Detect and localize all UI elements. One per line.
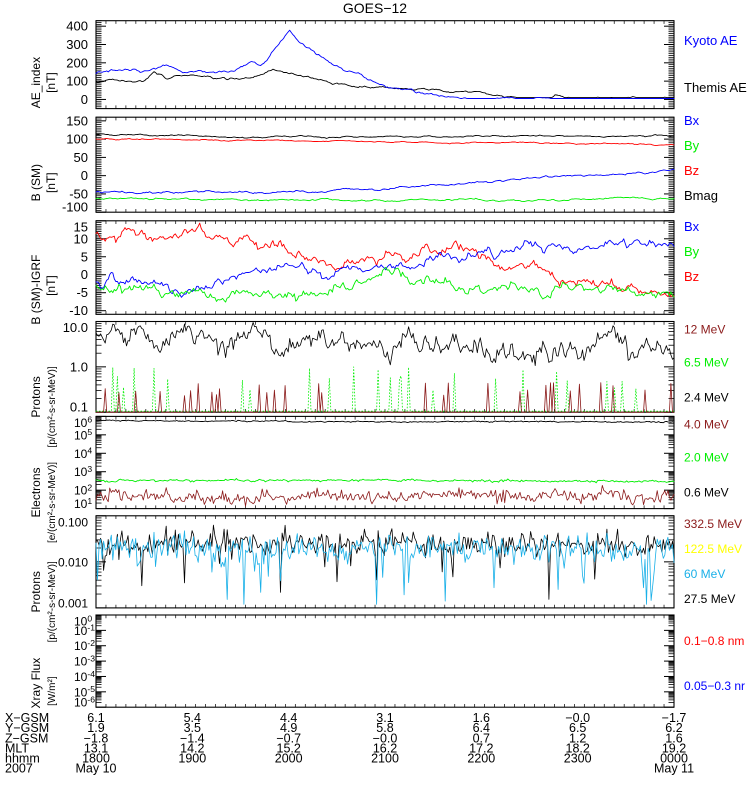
- svg-text:4.0 MeV: 4.0 MeV: [684, 417, 729, 431]
- svg-text:0.010: 0.010: [58, 555, 88, 569]
- svg-text:[e/(cm²-s-sr-MeV)]: [e/(cm²-s-sr-MeV)]: [47, 462, 58, 543]
- svg-text:Kyoto AE: Kyoto AE: [684, 33, 738, 48]
- svg-text:AE_index: AE_index: [29, 57, 43, 108]
- svg-text:200: 200: [66, 55, 88, 70]
- svg-text:[p/(cm²-s-sr-MeV)]: [p/(cm²-s-sr-MeV)]: [47, 561, 58, 642]
- svg-text:B (SM): B (SM): [29, 164, 43, 201]
- svg-text:2200: 2200: [467, 751, 495, 765]
- svg-text:2000: 2000: [275, 751, 303, 765]
- svg-text:Themis AE: Themis AE: [684, 80, 747, 95]
- svg-text:0.6 MeV: 0.6 MeV: [684, 485, 729, 499]
- svg-text:Bmag: Bmag: [684, 188, 718, 203]
- svg-text:GOES−12: GOES−12: [343, 0, 407, 16]
- svg-text:Protons: Protons: [29, 571, 43, 612]
- svg-text:[nT]: [nT]: [44, 172, 58, 193]
- svg-text:-100: -100: [62, 200, 88, 215]
- svg-text:Protons: Protons: [29, 376, 43, 417]
- svg-text:10.0: 10.0: [63, 320, 88, 335]
- svg-text:0.1−0.8 nm: 0.1−0.8 nm: [684, 634, 744, 648]
- svg-text:15: 15: [74, 219, 88, 234]
- svg-text:B (SM)-IGRF: B (SM)-IGRF: [29, 255, 43, 325]
- svg-text:50: 50: [74, 150, 88, 165]
- svg-text:0.05−0.3 nr: 0.05−0.3 nr: [684, 679, 745, 693]
- svg-text:2.4 MeV: 2.4 MeV: [684, 391, 729, 405]
- svg-text:0.001: 0.001: [58, 596, 88, 610]
- svg-text:0.100: 0.100: [58, 515, 88, 529]
- svg-text:Bz: Bz: [684, 269, 699, 284]
- svg-text:May 11: May 11: [654, 762, 694, 776]
- svg-text:-50: -50: [69, 186, 88, 201]
- svg-text:Bx: Bx: [684, 113, 700, 128]
- svg-text:0.1: 0.1: [70, 400, 88, 415]
- svg-text:300: 300: [66, 37, 88, 52]
- svg-text:2007: 2007: [5, 762, 33, 776]
- svg-text:6.5 MeV: 6.5 MeV: [684, 356, 729, 370]
- svg-text:[nT]: [nT]: [44, 275, 58, 296]
- svg-text:1.0: 1.0: [70, 359, 88, 374]
- svg-text:Bx: Bx: [684, 219, 700, 234]
- svg-text:150: 150: [66, 113, 88, 128]
- svg-text:May 10: May 10: [76, 762, 117, 776]
- svg-text:0: 0: [81, 168, 88, 183]
- svg-text:5: 5: [81, 249, 88, 264]
- svg-text:By: By: [684, 138, 700, 153]
- svg-text:400: 400: [66, 19, 88, 34]
- svg-text:-5: -5: [76, 285, 88, 300]
- svg-text:27.5 MeV: 27.5 MeV: [684, 592, 735, 606]
- svg-text:2100: 2100: [371, 751, 399, 765]
- svg-text:0: 0: [81, 267, 88, 282]
- svg-text:[W/m²]: [W/m²]: [47, 676, 58, 706]
- svg-text:1900: 1900: [178, 751, 206, 765]
- svg-text:2300: 2300: [564, 751, 592, 765]
- svg-text:[nT]: [nT]: [44, 72, 58, 93]
- svg-text:12 MeV: 12 MeV: [684, 323, 725, 337]
- svg-text:Xray Flux: Xray Flux: [29, 658, 43, 709]
- svg-text:Bz: Bz: [684, 163, 699, 178]
- svg-text:60 MeV: 60 MeV: [684, 567, 725, 581]
- svg-text:100: 100: [66, 132, 88, 147]
- svg-text:[p/(cm²-s-sr-MeV)]: [p/(cm²-s-sr-MeV)]: [47, 366, 58, 447]
- svg-text:100: 100: [66, 74, 88, 89]
- svg-text:Electrons: Electrons: [29, 467, 43, 517]
- svg-text:-10: -10: [69, 303, 88, 318]
- svg-text:122.5 MeV: 122.5 MeV: [684, 542, 742, 556]
- svg-text:332.5 MeV: 332.5 MeV: [684, 517, 742, 531]
- svg-text:0: 0: [81, 92, 88, 107]
- svg-text:By: By: [684, 244, 700, 259]
- svg-text:2.0 MeV: 2.0 MeV: [684, 450, 729, 464]
